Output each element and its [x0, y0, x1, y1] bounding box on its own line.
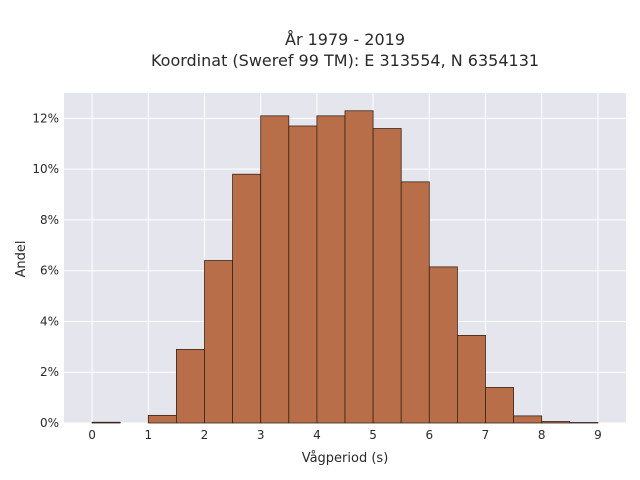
histogram-bar — [344, 110, 374, 424]
histogram-bar — [288, 125, 318, 424]
histogram-bar — [541, 421, 571, 424]
y-tick-label: 12% — [32, 111, 59, 125]
y-axis-ticks: 0% 2% 4% 6% 8% 10% 12% — [32, 111, 59, 430]
y-tick-label: 2% — [40, 365, 59, 379]
x-tick-label: 6 — [425, 428, 433, 442]
histogram-bar — [513, 415, 543, 424]
x-tick-label: 9 — [594, 428, 602, 442]
bars — [91, 110, 599, 424]
y-axis-label: Andel — [14, 241, 29, 278]
x-tick-label: 1 — [144, 428, 152, 442]
y-tick-label: 4% — [40, 314, 59, 328]
x-tick-label: 2 — [201, 428, 209, 442]
y-tick-label: 6% — [40, 264, 59, 278]
histogram-bar — [232, 173, 262, 424]
histogram-bar — [91, 421, 121, 424]
histogram-bar — [260, 115, 290, 424]
histogram-bar — [456, 335, 486, 424]
x-tick-label: 3 — [257, 428, 265, 442]
histogram-bar — [175, 348, 205, 424]
x-tick-label: 5 — [369, 428, 377, 442]
histogram-bar — [316, 115, 346, 424]
histogram-bar — [204, 260, 234, 424]
chart-title-line1: År 1979 - 2019 — [285, 30, 405, 49]
x-axis-ticks: 0 1 2 3 4 5 6 7 8 9 — [88, 428, 601, 442]
histogram-bar — [428, 266, 458, 424]
histogram-bar — [372, 128, 402, 424]
x-tick-label: 8 — [538, 428, 546, 442]
histogram-bar — [147, 414, 177, 424]
histogram-bar — [485, 387, 515, 424]
x-axis-label: Vågperiod (s) — [302, 451, 389, 466]
histogram-bar — [569, 422, 599, 424]
x-tick-label: 7 — [482, 428, 490, 442]
y-tick-label: 8% — [40, 213, 59, 227]
x-tick-label: 4 — [313, 428, 321, 442]
y-tick-label: 0% — [40, 416, 59, 430]
chart-title-line2: Koordinat (Sweref 99 TM): E 313554, N 63… — [151, 51, 539, 70]
histogram-bar — [400, 181, 430, 424]
x-tick-label: 0 — [88, 428, 96, 442]
y-tick-label: 10% — [32, 162, 59, 176]
